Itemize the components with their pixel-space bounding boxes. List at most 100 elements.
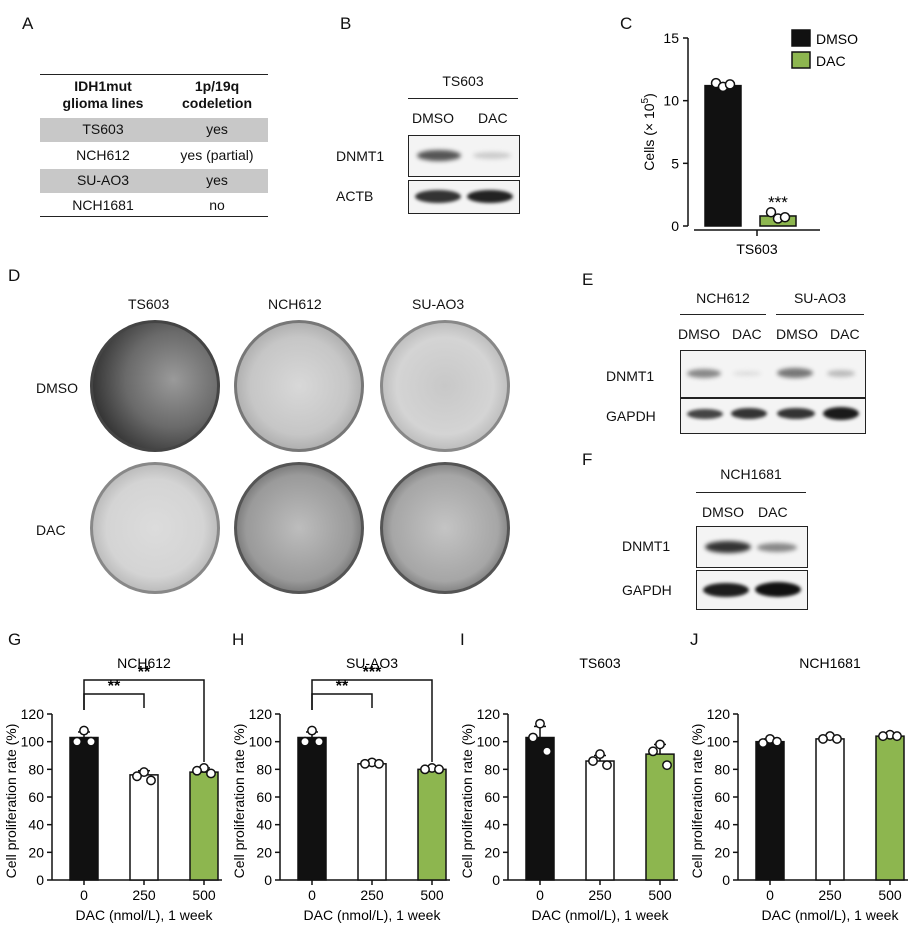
x-tick-label: 250 (132, 887, 156, 903)
colony-dish-suao3-dac (380, 462, 510, 594)
dish-row-label: DMSO (36, 380, 78, 396)
dish-col-label: NCH612 (268, 296, 322, 312)
data-point (434, 764, 444, 775)
bar (417, 768, 447, 881)
data-point (307, 725, 317, 736)
codeletion-status: no (209, 197, 225, 213)
codeletion-status: yes (206, 121, 228, 137)
panel-label-e: E (582, 270, 594, 289)
dish-row-label: DAC (36, 522, 66, 538)
significance-bracket (83, 693, 145, 710)
blot-f-lane-dac: DAC (758, 504, 788, 520)
blot-f-label-dnmt1: DNMT1 (622, 538, 671, 554)
blot-e-group: NCH612 (696, 290, 750, 306)
y-tick-label: 60 (256, 789, 272, 805)
y-tick-label: 120 (477, 706, 501, 722)
blot-e-label-gapdh: GAPDH (606, 408, 656, 424)
data-point (535, 718, 545, 729)
y-tick-label: 120 (707, 706, 731, 722)
blot-e-lane: DAC (830, 326, 860, 342)
bar-dmso (704, 84, 742, 227)
data-point (360, 758, 370, 769)
data-point (758, 738, 768, 749)
codeletion-status: yes (partial) (180, 147, 254, 163)
band (703, 583, 749, 597)
data-point (314, 736, 324, 747)
chart-i: TS603 0 20 40 60 80 100 120 0 250 500 DAC (nmol/L),… (459, 655, 678, 923)
chart-title: NCH1681 (799, 655, 861, 671)
panel-label-i: I (460, 630, 465, 649)
panel-label-b: B (340, 14, 352, 33)
bar (189, 771, 219, 881)
cell-line-name: NCH1681 (72, 197, 134, 213)
legend-swatch (791, 29, 811, 47)
significance-label: *** (768, 193, 788, 212)
bar (815, 738, 845, 881)
dish-col-label: TS603 (128, 296, 170, 312)
y-axis-label: Cell proliferation rate (%) (689, 724, 705, 879)
table-row: TS603 yes (40, 118, 268, 142)
blot-f-label-gapdh: GAPDH (622, 582, 672, 598)
significance-label: ** (336, 678, 349, 695)
y-tick-label: 20 (28, 844, 44, 860)
colony-dish-nch612-dac (234, 462, 364, 594)
blot-f-gapdh (696, 570, 808, 610)
data-point (602, 760, 612, 771)
y-tick-label: 10 (663, 93, 679, 109)
blot-e-label-dnmt1: DNMT1 (606, 368, 655, 384)
chart-title: TS603 (579, 655, 620, 671)
x-tick-label: 250 (360, 887, 384, 903)
data-point (892, 731, 902, 742)
y-tick-label: 40 (28, 817, 44, 833)
bar (69, 736, 99, 881)
y-tick-label: 100 (249, 734, 273, 750)
data-point (818, 733, 828, 744)
colony-dish-nch612-dmso (234, 320, 364, 452)
blot-b-lane-dac: DAC (478, 110, 508, 126)
data-point (878, 731, 888, 742)
data-point (542, 746, 552, 757)
chart-title: NCH612 (117, 655, 171, 671)
y-tick-label: 100 (707, 734, 731, 750)
bar (585, 760, 615, 881)
band (733, 371, 761, 376)
x-tick-label: 250 (818, 887, 842, 903)
panel-label-d: D (8, 266, 21, 285)
x-tick-label: 500 (192, 887, 216, 903)
band (777, 368, 813, 378)
panel-label-c: C (620, 14, 633, 33)
header-line: codeletion (181, 95, 252, 111)
bar (525, 736, 555, 881)
x-tick-label: 500 (648, 887, 672, 903)
data-point (374, 758, 384, 769)
panel-label-g: G (8, 630, 22, 649)
y-axis-label: Cell proliferation rate (%) (231, 724, 247, 879)
chart-j: NCH1681 0 20 40 60 80 100 120 0 250 500 DAC (nmol/L… (689, 655, 908, 923)
bar (297, 736, 327, 881)
data-point (528, 732, 538, 743)
blot-b-lane-dmso: DMSO (412, 110, 454, 126)
blot-e-lane: DMSO (678, 326, 720, 342)
band (473, 152, 511, 159)
header-line: IDH1mut (74, 78, 132, 94)
table-header-lines: IDH1mut glioma lines (40, 78, 166, 112)
y-tick-label: 0 (264, 872, 272, 888)
band (467, 190, 513, 203)
colony-dish-ts603-dac (90, 462, 220, 594)
x-axis-label: DAC (nmol/L), 1 week (532, 907, 670, 923)
blot-e-group-line (680, 314, 766, 315)
data-point (772, 736, 782, 747)
y-tick-label: 80 (714, 761, 730, 777)
y-tick-label: 100 (21, 734, 45, 750)
blot-b-cell-line: TS603 (442, 73, 484, 89)
y-tick-label: 0 (492, 872, 500, 888)
panel-label-a: A (22, 14, 34, 33)
x-axis-label: DAC (nmol/L), 1 week (304, 907, 442, 923)
panel-label-j: J (690, 630, 699, 649)
colony-dish-ts603-dmso (90, 320, 220, 452)
table-row: SU-AO3 yes (40, 169, 268, 193)
band (415, 190, 461, 203)
significance-bracket (311, 679, 433, 762)
data-point (206, 768, 216, 779)
x-tick-label: 0 (80, 887, 88, 903)
